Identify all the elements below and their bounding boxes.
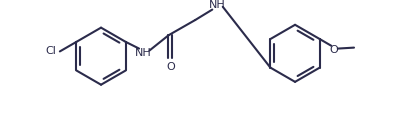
Text: O: O (330, 45, 338, 55)
Text: NH: NH (135, 48, 151, 58)
Text: NH: NH (209, 0, 225, 10)
Text: Cl: Cl (45, 46, 56, 56)
Text: O: O (166, 62, 175, 72)
